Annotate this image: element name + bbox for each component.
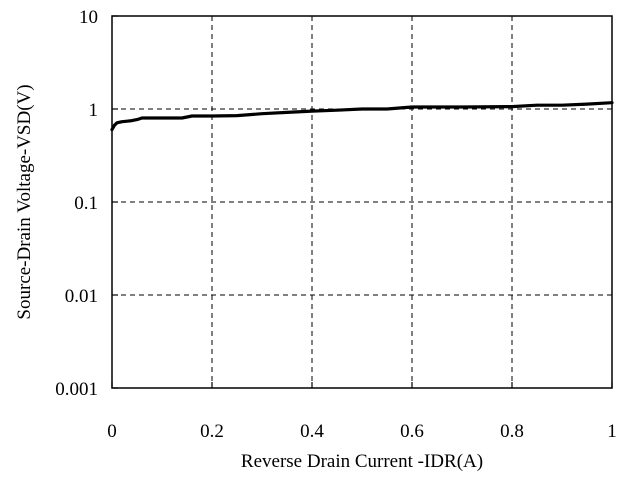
x-tick-label: 0.2 — [200, 421, 224, 442]
x-tick-label: 0.8 — [500, 421, 524, 442]
y-tick-label: 0.1 — [74, 193, 98, 214]
x-tick-label: 1 — [607, 421, 617, 442]
x-axis-title: Reverse Drain Current -IDR(A) — [241, 451, 483, 472]
grid-layer — [112, 16, 612, 388]
x-tick-layer: 0 0.2 0.4 0.6 0.8 1 — [107, 382, 617, 442]
x-tick-label: 0.4 — [300, 421, 324, 442]
series-layer — [110, 101, 614, 132]
y-tick-label: 0.001 — [55, 379, 98, 400]
x-tick-label: 0 — [107, 421, 117, 442]
x-tick-label: 0.6 — [400, 421, 424, 442]
y-tick-label: 1 — [89, 100, 99, 121]
y-axis-title: Source-Drain Voltage-VSD(V) — [14, 84, 35, 319]
series-line — [110, 101, 614, 132]
y-tick-layer: 0.001 0.01 0.1 1 10 — [55, 7, 118, 400]
y-tick-label: 0.01 — [65, 286, 98, 307]
y-tick-label: 10 — [79, 7, 98, 28]
